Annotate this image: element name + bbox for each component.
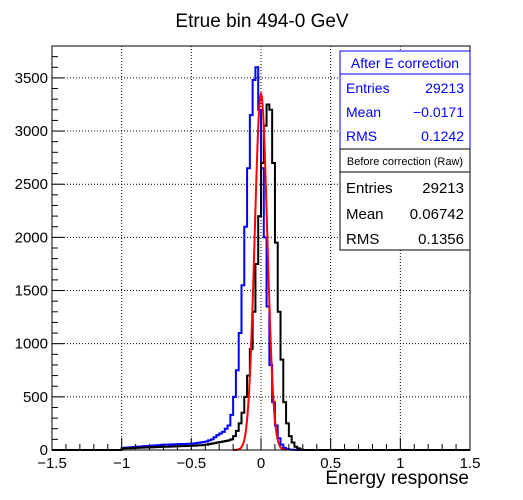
y-tick-label: 2000 bbox=[15, 229, 48, 246]
x-tick-label: −1 bbox=[113, 455, 130, 472]
stats-box-before: Before correction (Raw) Entries 29213 Me… bbox=[339, 148, 471, 251]
y-tick-label: 1500 bbox=[15, 283, 48, 300]
stats-after-rms-value: 0.1242 bbox=[421, 128, 464, 144]
x-tick-label: 0.5 bbox=[320, 455, 341, 472]
x-tick-label: 1.5 bbox=[460, 455, 481, 472]
stats-before-rms-label: RMS bbox=[346, 231, 379, 248]
x-tick-label: 0 bbox=[257, 455, 265, 472]
y-tick-label: 3000 bbox=[15, 123, 48, 140]
stats-box-after: After E correction Entries 29213 Mean −0… bbox=[339, 50, 471, 150]
y-tick-label: 1000 bbox=[15, 336, 48, 353]
y-tick-label: 500 bbox=[23, 389, 48, 406]
stats-before-entries-label: Entries bbox=[346, 180, 393, 197]
stats-after-entries-value: 29213 bbox=[425, 80, 464, 96]
stats-after-header: After E correction bbox=[351, 55, 459, 71]
y-tick-label: 2500 bbox=[15, 176, 48, 193]
gaussian-fit-curve bbox=[233, 90, 287, 451]
stats-box-after-frame bbox=[339, 50, 471, 150]
stats-before-mean-value: 0.06742 bbox=[410, 206, 464, 223]
tick-labels: −1.5 −1 −0.5 0 0.5 1 1.5 0 500 1000 1500 2000 2500 30… bbox=[15, 70, 481, 472]
x-tick-label: −0.5 bbox=[177, 455, 207, 472]
stats-after-entries-label: Entries bbox=[346, 80, 390, 96]
stats-after-rms-label: RMS bbox=[346, 128, 377, 144]
y-tick-label: 0 bbox=[40, 442, 48, 459]
x-axis-label: Energy response bbox=[325, 468, 469, 489]
stats-before-mean-label: Mean bbox=[346, 206, 384, 223]
stats-after-mean-value: −0.0171 bbox=[413, 104, 464, 120]
y-tick-label: 3500 bbox=[15, 70, 48, 87]
grid-layer bbox=[52, 46, 470, 450]
stats-box-before-frame bbox=[339, 148, 471, 251]
x-tick-label: −1.5 bbox=[37, 455, 67, 472]
stats-before-entries-value: 29213 bbox=[422, 180, 464, 197]
x-tick-label: 1 bbox=[396, 455, 404, 472]
stats-before-rms-value: 0.1356 bbox=[418, 231, 464, 248]
stats-before-header: Before correction (Raw) bbox=[347, 156, 463, 168]
chart-title: Etrue bin 494-0 GeV bbox=[175, 11, 349, 32]
stats-after-mean-label: Mean bbox=[346, 104, 381, 120]
